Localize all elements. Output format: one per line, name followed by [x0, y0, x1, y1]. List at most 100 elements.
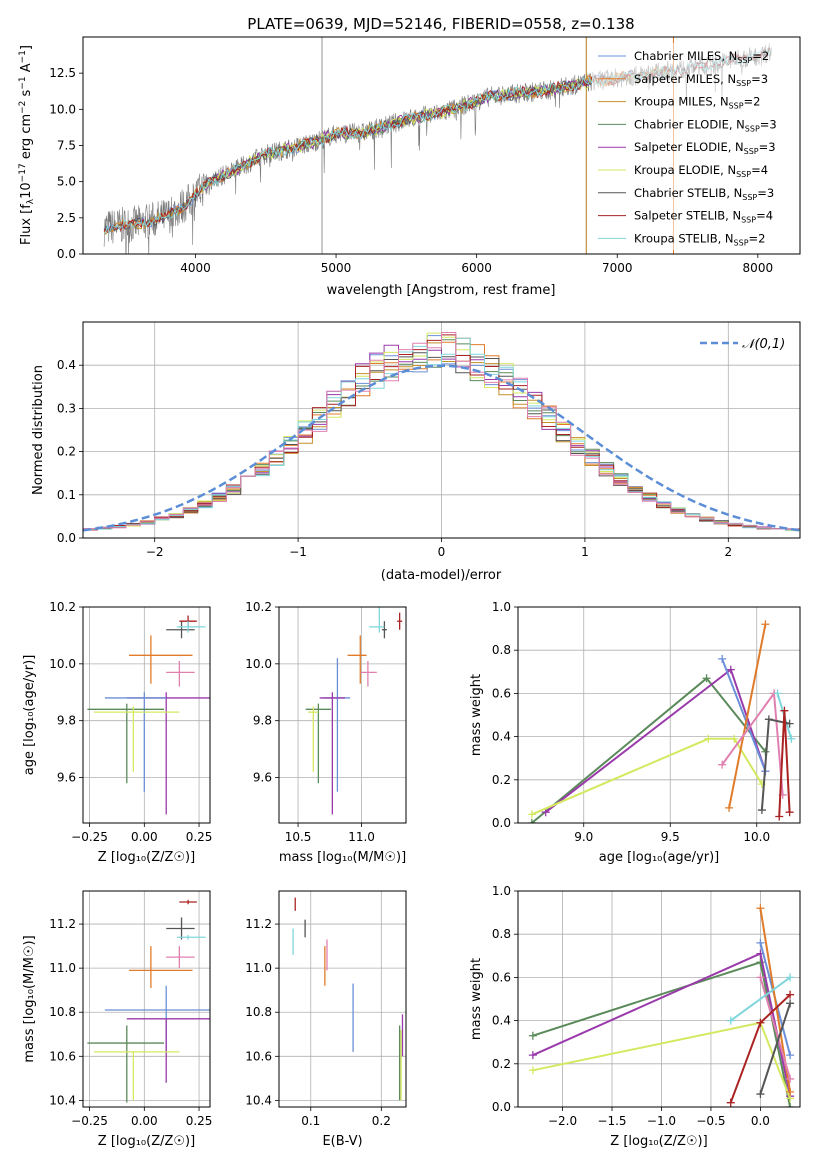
weight-vs-age-xtick-label: 9.0: [574, 830, 593, 844]
weight-vs-age-marker: [718, 760, 727, 769]
residual-xtick-label: 1: [581, 545, 589, 559]
weight-vs-Z-series: [759, 1002, 792, 1095]
weight-vs-age-marker: [718, 654, 727, 663]
weight-vs-age-ytick-label: 0.2: [492, 773, 511, 787]
weight-vs-age-marker: [730, 734, 739, 743]
age-vs-mass-panel: 10.5 11.0 9.6 9.8 10.0 10.2 mass [log₁₀(M/M☉)]: [245, 600, 407, 865]
spectrum-xtick-label: 6000: [461, 261, 492, 275]
residual-ytick-label: 0.1: [57, 488, 76, 502]
mass-vs-ebv-ytick-label: 10.4: [245, 1093, 272, 1107]
mass-vs-Z-point: [128, 946, 193, 988]
legend-label: Salpeter ELODIE, NSSP=3: [634, 140, 776, 156]
age-vs-Z-xtick-label: 0.00: [131, 830, 158, 844]
weight-vs-age-series: [728, 624, 767, 809]
weight-vs-Z-xtick-label: −0.5: [696, 1114, 725, 1128]
weight-vs-age-marker: [527, 819, 536, 823]
spectrum-ytick-label: 0.0: [57, 247, 76, 261]
age-vs-Z-xtick-label: −0.25: [71, 830, 108, 844]
age-vs-mass-point: [381, 621, 387, 639]
weight-vs-Z-panel: −2.0 −1.5 −1.0 −0.5 0.0 0.0 0.2 0.4 0.6 0.8 1.0 Z […: [469, 884, 801, 1149]
spectrum-xtick-label: 7000: [602, 261, 633, 275]
legend-label: Kroupa MILES, NSSP=2: [634, 95, 760, 111]
age-vs-mass-ytick-label: 10.2: [245, 600, 272, 614]
spectrum-legend: Chabrier MILES, NSSP=2 Salpeter MILES, NS…: [592, 43, 797, 250]
age-vs-mass-xtick-label: 10.5: [285, 830, 312, 844]
weight-vs-Z-xtick-label: −2.0: [548, 1114, 577, 1128]
figure-title: PLATE=0639, MJD=52146, FIBERID=0558, z=0…: [247, 15, 634, 33]
weight-vs-Z-marker: [786, 1074, 795, 1083]
age-vs-Z-xtick-label: 0.25: [186, 830, 213, 844]
weight-vs-age-ytick-label: 0.6: [492, 686, 511, 700]
mass-vs-Z-ytick-label: 10.6: [49, 1049, 76, 1063]
mass-vs-Z-point: [166, 917, 195, 940]
weight-vs-Z-xtick-label: −1.5: [597, 1114, 626, 1128]
weight-vs-Z-series: [730, 976, 791, 1022]
age-vs-Z-ylabel: age [log₁₀(age/yr)]: [22, 655, 37, 776]
weight-vs-Z-ytick-label: 0.4: [492, 1014, 511, 1028]
weight-vs-Z-marker: [528, 1051, 537, 1060]
weight-vs-Z-marker: [786, 1087, 795, 1096]
residual-ytick-label: 0.2: [57, 445, 76, 459]
age-vs-Z-panel: −0.25 0.00 0.25 9.6 9.8 10.0 10.2 Z [log₁₀(Z/Z☉…: [22, 600, 212, 865]
weight-vs-age-marker: [527, 810, 536, 819]
residual-ytick-label: 0.0: [57, 531, 76, 545]
mass-vs-Z-xtick-label: 0.00: [131, 1114, 158, 1128]
weight-vs-age-ytick-label: 0.0: [492, 816, 511, 830]
spectrum-ytick-label: 5.0: [57, 175, 76, 189]
residual-ylabel: Normed distribution: [31, 365, 46, 495]
residual-histogram: [83, 332, 800, 532]
spectrum-ylabel: Flux [fλ10−17 erg cm−2 s−1 A−1]: [18, 45, 36, 245]
weight-vs-age-marker: [787, 734, 796, 743]
mass-vs-Z-ytick-label: 10.4: [49, 1093, 76, 1107]
age-vs-mass-xtick-label: 11.0: [348, 830, 375, 844]
weight-vs-age-marker: [704, 734, 713, 743]
age-vs-mass-point: [369, 607, 385, 633]
weight-vs-Z-marker: [786, 1051, 795, 1060]
mass-vs-ebv-xlabel: E(B-V): [322, 1134, 362, 1149]
weight-vs-Z-marker: [528, 1066, 537, 1075]
residual-xtick-label: 0: [438, 545, 446, 559]
mass-vs-ebv-ytick-label: 11.0: [245, 961, 272, 975]
age-vs-Z-point: [93, 706, 180, 772]
mass-vs-Z-point: [177, 935, 206, 940]
mass-vs-ebv-ytick-label: 11.2: [245, 917, 272, 931]
spectrum-panel: 4000 5000 6000 7000 8000 0.0 2.5 5.0 7.5 10.0 12.5…: [18, 36, 801, 298]
age-vs-Z-ytick-label: 10.0: [49, 657, 76, 671]
age-vs-mass-xlabel: mass [log₁₀(M/M☉)]: [279, 850, 406, 865]
mass-vs-Z-point: [104, 985, 210, 1055]
weight-vs-age-marker: [780, 706, 789, 715]
mass-vs-Z-ytick-label: 11.2: [49, 917, 76, 931]
normal-legend: 𝒩(0,1): [700, 337, 785, 352]
mass-vs-Z-ytick-label: 11.0: [49, 961, 76, 975]
weight-vs-age-marker: [725, 803, 734, 812]
legend-label: Salpeter STELIB, NSSP=4: [634, 209, 773, 225]
weight-vs-Z-ytick-label: 0.6: [492, 970, 511, 984]
weight-vs-Z-ylabel: mass weight: [469, 958, 484, 1040]
weight-vs-Z-xlabel: Z [log₁₀(Z/Z☉)]: [610, 1134, 707, 1149]
weight-vs-age-marker: [726, 665, 735, 674]
weight-vs-Z-marker: [756, 938, 765, 947]
mass-vs-Z-point: [166, 946, 195, 969]
weight-vs-age-series: [531, 737, 763, 816]
age-vs-mass-point: [347, 635, 367, 684]
weight-vs-age-xlabel: age [log₁₀(age/yr)]: [599, 850, 720, 865]
mass-vs-Z-xlabel: Z [log₁₀(Z/Z☉)]: [98, 1134, 195, 1149]
residual-xtick-label: −1: [289, 545, 307, 559]
spectrum-xtick-label: 8000: [743, 261, 774, 275]
age-vs-mass-ytick-label: 9.6: [253, 771, 272, 785]
normal-curve: [83, 364, 800, 532]
weight-vs-Z-ytick-label: 0.2: [492, 1057, 511, 1071]
weight-vs-age-marker: [785, 719, 794, 728]
mass-vs-ebv-panel: 0.1 0.2 10.4 10.6 10.8 11.0 11.2 E(B-V): [245, 890, 407, 1149]
spectrum-xtick-label: 4000: [180, 261, 211, 275]
age-vs-Z-point: [126, 692, 210, 815]
weight-vs-age-xtick-label: 10.0: [743, 830, 770, 844]
age-vs-Z-ytick-label: 10.2: [49, 600, 76, 614]
age-vs-mass-point: [305, 703, 332, 784]
weight-vs-age-ytick-label: 0.8: [492, 643, 511, 657]
weight-vs-Z-marker: [756, 904, 765, 913]
mass-vs-Z-ytick-label: 10.8: [49, 1005, 76, 1019]
weight-vs-Z-marker: [756, 1018, 765, 1027]
normal-legend-label: 𝒩(0,1): [742, 337, 785, 352]
